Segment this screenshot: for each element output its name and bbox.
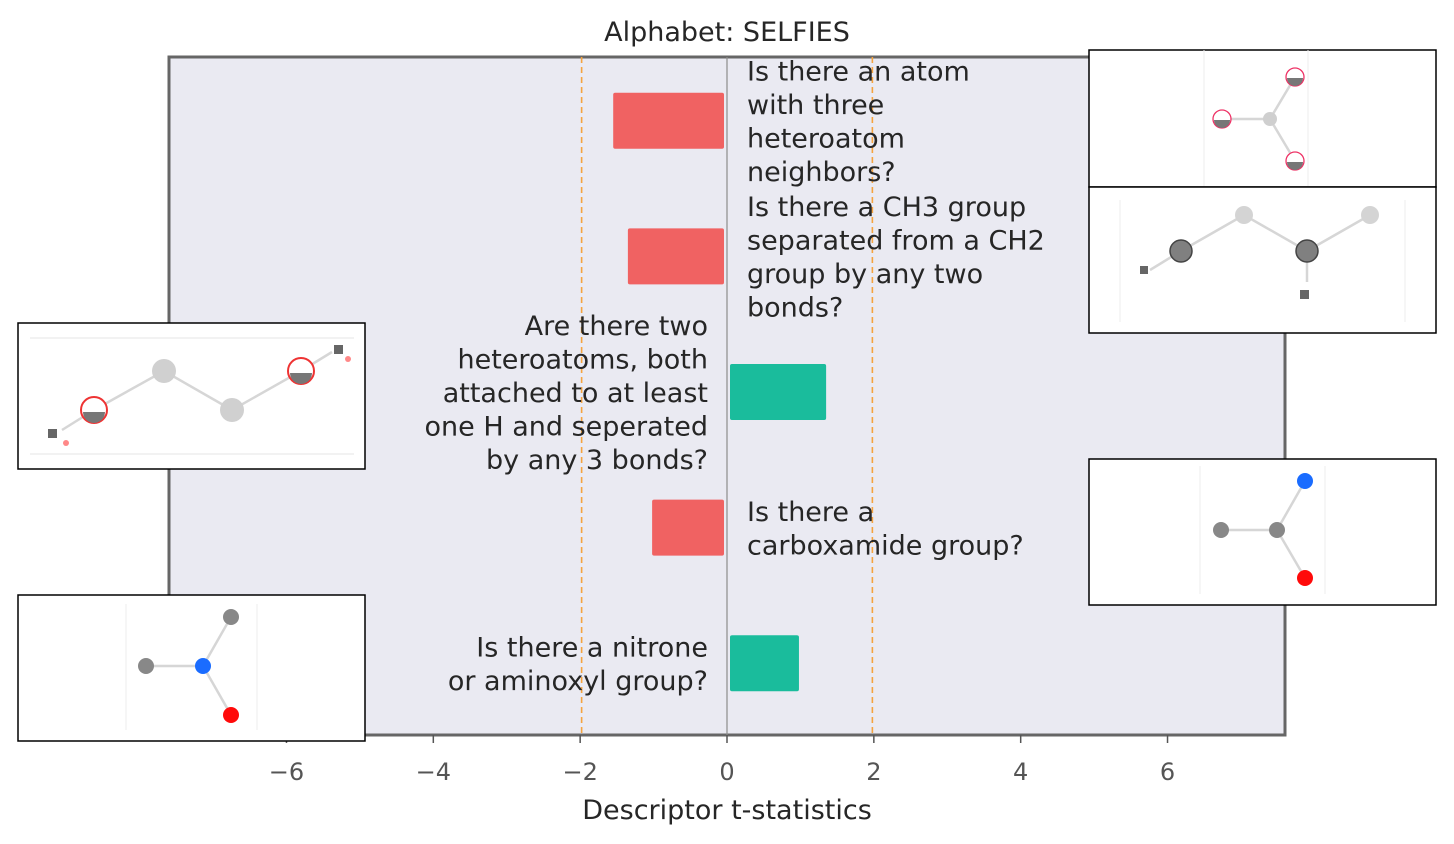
bar-label-line: bonds? (747, 293, 843, 324)
molecule-image-5 (17, 594, 366, 742)
bar-label-line: separated from a CH2 (747, 226, 1045, 257)
bar-label-line: with three (747, 90, 884, 121)
bar-labels: Is there an atom with three heteroatom neig… (425, 57, 1045, 697)
reference-lines (580, 57, 874, 735)
x-tick-label: 0 (719, 758, 734, 786)
x-tick-label: 4 (1013, 758, 1028, 786)
bar-label-line: Is there a (747, 497, 874, 528)
bar-label: Is there a nitrone or aminoxyl group? (448, 632, 708, 697)
bar-label-line: Is there an atom (747, 57, 970, 88)
bar-label: Is there a CH3 group separated from a CH2… (747, 192, 1045, 324)
molecule-image-3 (17, 322, 366, 470)
molecule-image-1 (1088, 49, 1437, 188)
x-axis-ticks: −6 −4 −2 0 2 4 6 (269, 735, 1175, 786)
chart-title: Alphabet: SELFIES (604, 17, 850, 48)
molecule-image-4 (1088, 458, 1437, 606)
bar-label: Is there a carboxamide group? (747, 497, 1024, 562)
bar-label-line: neighbors? (747, 157, 896, 188)
bar-label-line: Is there a CH3 group (747, 192, 1026, 223)
x-tick-label: 2 (866, 758, 881, 786)
bar-label-line: attached to at least (443, 378, 708, 409)
bar (730, 635, 799, 692)
bar (627, 228, 724, 285)
bar-label: Is there an atom with three heteroatom neig… (747, 57, 970, 189)
bar-label: Are there two heteroatoms, both attached t… (425, 311, 709, 476)
x-tick-label: 6 (1160, 758, 1175, 786)
bar-label-line: or aminoxyl group? (448, 666, 708, 697)
bar-label-line: heteroatoms, both (458, 345, 709, 376)
bar-label-line: carboxamide group? (747, 530, 1024, 561)
bar-label-line: by any 3 bonds? (486, 445, 708, 476)
bars (613, 92, 827, 692)
bar-label-line: group by any two (747, 259, 983, 290)
molecule-image-2 (1088, 186, 1437, 334)
bar (652, 499, 724, 556)
x-tick-label: −6 (269, 758, 304, 786)
bar-label-line: Are there two (525, 311, 708, 342)
bar-label-line: heteroatom (747, 124, 905, 155)
x-tick-label: −4 (416, 758, 451, 786)
bar (613, 92, 724, 149)
x-tick-label: −2 (562, 758, 597, 786)
bar-label-line: Is there a nitrone (476, 632, 708, 663)
bar (730, 364, 827, 420)
x-axis-title: Descriptor t-statistics (582, 795, 872, 826)
bar-label-line: one H and seperated (425, 412, 709, 443)
